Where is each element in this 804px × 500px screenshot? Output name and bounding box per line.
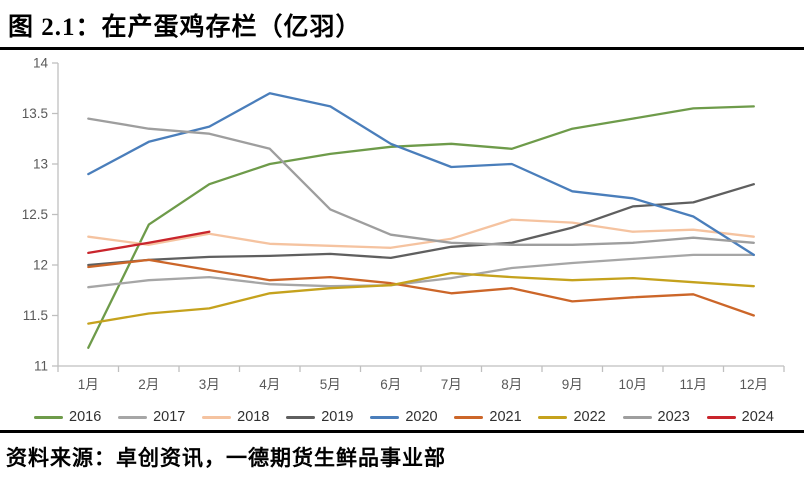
x-tick-label: 7月 [441, 377, 462, 392]
x-tick-label: 9月 [562, 377, 583, 392]
legend-item-2019: 2019 [286, 409, 354, 425]
series-line-2016 [87, 105, 755, 349]
x-tick-label: 1月 [78, 377, 99, 392]
legend-label-2016: 2016 [69, 409, 102, 425]
source-note: 资料来源：卓创资讯，一德期货生鲜品事业部 [6, 446, 446, 470]
x-tick-label: 11月 [679, 377, 707, 392]
legend-label-2020: 2020 [405, 409, 438, 425]
legend-item-2018: 2018 [202, 409, 269, 425]
y-tick-label: 13 [33, 157, 48, 172]
legend-swatch-2018 [202, 415, 232, 419]
legend-item-2016: 2016 [34, 409, 101, 425]
legend-label-2018: 2018 [237, 409, 270, 425]
legend-item-2021: 2021 [454, 409, 522, 425]
y-tick-label: 11.5 [23, 308, 48, 323]
legend-label-2024: 2024 [741, 409, 774, 425]
x-tick-label: 4月 [259, 377, 280, 392]
x-tick-label: 12月 [739, 377, 768, 392]
series-line-2019 [87, 183, 755, 267]
legend-label-2019: 2019 [321, 409, 354, 425]
series-line-2021 [87, 258, 755, 317]
chart-svg: 11 11.5 12 12.5 13 13.5 14 1月 2月 3月 4月 5月 6月 7月 8月 9月 10… [22, 56, 785, 392]
legend-item-2017: 2017 [118, 409, 185, 425]
y-tick-label: 11 [34, 359, 48, 374]
x-tick-label: 6月 [380, 377, 401, 392]
legend-swatch-2021 [454, 415, 484, 419]
legend-item-2023: 2023 [622, 409, 690, 425]
y-tick-label: 13.5 [22, 106, 48, 121]
x-tick-label: 2月 [138, 377, 159, 392]
legend-swatch-2022 [538, 415, 568, 419]
chart-legend: 2016 2017 2018 2019 2020 2021 2022 2023 2024 [0, 402, 804, 430]
x-tick-label: 8月 [501, 377, 522, 392]
series-line-2020 [87, 92, 755, 257]
legend-swatch-2023 [622, 415, 652, 419]
legend-item-2022: 2022 [538, 409, 606, 425]
legend-label-2022: 2022 [573, 409, 606, 425]
series-line-2023 [87, 117, 755, 246]
legend-swatch-2020 [370, 415, 400, 419]
legend-swatch-2016 [34, 415, 63, 419]
footer-divider [0, 430, 804, 433]
legend-label-2017: 2017 [153, 409, 186, 425]
y-tick-label: 14 [33, 56, 49, 71]
figure-title: 图 2.1：在产蛋鸡存栏（亿羽） [8, 14, 362, 41]
series-line-2022 [87, 271, 755, 325]
legend-swatch-2024 [706, 415, 736, 419]
series-line-2024 [87, 230, 211, 255]
x-tick-label: 3月 [199, 377, 220, 392]
series-line-2017 [87, 253, 755, 289]
legend-item-2024: 2024 [706, 409, 774, 425]
legend-label-2023: 2023 [657, 409, 690, 425]
legend-swatch-2019 [286, 415, 316, 419]
y-tick-label: 12 [33, 258, 48, 273]
legend-swatch-2017 [118, 415, 148, 419]
legend-item-2020: 2020 [370, 409, 438, 425]
series-line-2018 [87, 218, 755, 249]
x-tick-label: 5月 [320, 377, 341, 392]
title-divider [0, 47, 804, 50]
x-tick-label: 10月 [618, 377, 647, 392]
legend-label-2021: 2021 [489, 409, 522, 425]
y-tick-label: 12.5 [22, 207, 48, 222]
